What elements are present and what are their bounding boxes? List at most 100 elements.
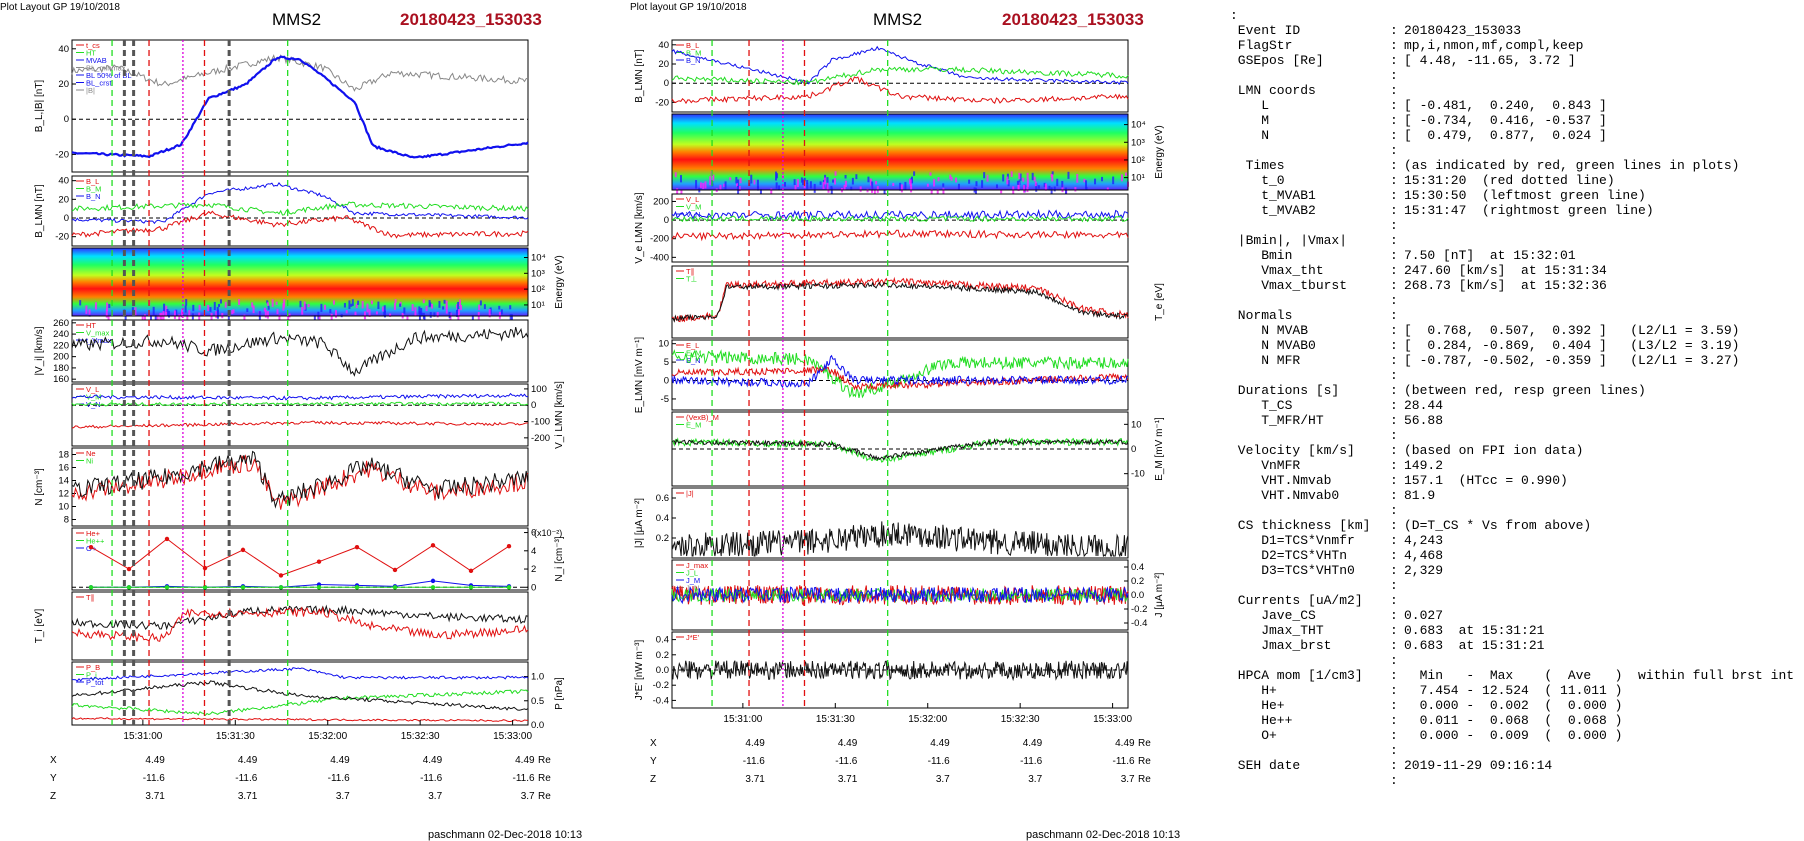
mid-ephem-value: -11.6 (1113, 756, 1135, 767)
info-row: T_CS:28.44 (1230, 398, 1804, 413)
info-value: 4,468 (1404, 548, 1444, 563)
info-value: [ -0.481, 0.240, 0.843 ] (1404, 98, 1607, 113)
info-row: Vmax_tht:247.60 [km/s] at 15:31:34 (1230, 263, 1804, 278)
info-key: D3=TCS*VHTn0 (1230, 563, 1355, 578)
left-legend-item: P_tot (86, 678, 104, 687)
mid-ephem-value: -11.6 (928, 756, 950, 767)
left-panel-8: T_i [eV] T∥ (34, 591, 529, 661)
info-key: Jave_CS (1230, 608, 1316, 623)
info-row: : (1230, 773, 1804, 788)
info-colon: : (1390, 368, 1398, 383)
info-colon: : (1390, 128, 1398, 143)
mid-ytick: 10 (1131, 419, 1142, 430)
info-colon: : (1390, 338, 1398, 353)
info-row: LMN coords: (1230, 83, 1804, 98)
info-colon: : (1390, 233, 1398, 248)
info-colon: : (1390, 188, 1398, 203)
mid-ephem-label: Z (650, 774, 656, 785)
info-key: VHT.Nmvab (1230, 473, 1332, 488)
info-key (1230, 428, 1390, 443)
mid-ylabel-7: |J| [μA m⁻²] (634, 498, 645, 548)
left-ytick: 10³ (531, 268, 545, 279)
info-row: He+: 0.000 - 0.002 ( 0.000 ) (1230, 698, 1804, 713)
left-legend-item: T∥ (86, 593, 94, 602)
left-ylabel-1: B_L,|B| [nT] (34, 80, 45, 133)
mid-series-line (671, 365, 1129, 392)
mid-panel-8: 0.40.20.0-0.2-0.4J [μA m⁻²]J_maxJ_LJ_MJ_… (671, 559, 1165, 631)
info-row: : (1230, 578, 1804, 593)
info-key: Jmax_brst (1230, 638, 1332, 653)
info-colon: : (1390, 638, 1398, 653)
mid-ephem-label: Y (650, 756, 657, 767)
info-key: t_MVAB2 (1230, 203, 1316, 218)
mid-ytick: 0 (664, 78, 669, 89)
info-key: GSEpos [Re] (1230, 53, 1324, 68)
info-lead: : (1230, 8, 1238, 23)
left-legend-item: Ne (86, 449, 96, 458)
info-key: O+ (1230, 728, 1277, 743)
left-series-line (90, 538, 510, 576)
mid-ephem-value: 4.49 (745, 738, 765, 749)
left-ytick: 0 (64, 213, 69, 224)
mid-series-line (671, 438, 1129, 461)
info-key: Velocity [km/s] (1230, 443, 1355, 458)
mid-ephem-unit: Re (1138, 756, 1151, 767)
mid-time-tick: 15:33:00 (1093, 714, 1132, 725)
info-key: Jmax_THT (1230, 623, 1324, 638)
left-series-line (71, 182, 529, 225)
info-colon: : (1390, 308, 1398, 323)
left-ytick: 260 (53, 318, 69, 329)
mid-ephem-value: -11.6 (743, 756, 765, 767)
left-ytick: 0 (531, 582, 536, 593)
event-info-block: : Event ID:20180423_153033 FlagStr: mp,i,… (1230, 8, 1804, 788)
info-colon: : (1390, 503, 1398, 518)
left-series-line (71, 401, 529, 407)
left-ephem-value: -11.6 (328, 773, 350, 784)
mid-ytick: 0 (1131, 444, 1136, 455)
info-key: N MVAB (1230, 323, 1309, 338)
info-key: He++ (1230, 713, 1293, 728)
mid-legend-item: E_M (686, 421, 701, 430)
mid-ytick: 0 (664, 376, 669, 387)
info-colon: : (1390, 98, 1398, 113)
mid-ylabel-8: J [μA m⁻²] (1154, 572, 1165, 617)
left-ephem-value: 4.49 (145, 755, 165, 766)
mid-ytick: 0.2 (656, 533, 669, 544)
info-row: CS thickness [km]: (D=T_CS * Vs from abov… (1230, 518, 1804, 533)
left-series-line (71, 210, 529, 239)
mid-ephem-value: -11.6 (1020, 756, 1042, 767)
info-value: 81.9 (1404, 488, 1436, 503)
info-key (1230, 68, 1390, 83)
info-row: Vmax_tburst:268.73 [km/s] at 15:32:36 (1230, 278, 1804, 293)
left-time-tick: 15:31:00 (123, 731, 162, 742)
mid-series-line (671, 276, 1129, 323)
mid-legend-item: J_M (686, 576, 700, 585)
left-ylabel-4: |V_i| [km/s] (34, 326, 45, 375)
mid-ytick: 40 (658, 40, 669, 51)
left-ytick: 12 (58, 489, 69, 500)
left-ephem-value: 4.49 (330, 755, 350, 766)
left-panel-3: 10⁴ 10³ 10² 10¹ Energy (eV) (71, 247, 565, 325)
info-row: |Bmin|, |Vmax|: (1230, 233, 1804, 248)
left-ytick: 160 (53, 374, 69, 385)
info-key (1230, 578, 1390, 593)
left-ylabel-5: V_i LMN [km/s] (554, 381, 565, 449)
info-row: N MFR: [ -0.787, -0.502, -0.359 ] (L2/L1 … (1230, 353, 1804, 368)
info-row: N MVAB0: [ 0.284, -0.869, 0.404 ] (L3/L2 … (1230, 338, 1804, 353)
left-series-line (71, 54, 529, 92)
left-panel-frame-6 (71, 447, 529, 527)
left-layout-label: Plot Layout GP 19/10/2018 (0, 2, 120, 13)
left-series-line (91, 580, 510, 588)
mid-ephem-value: 3.7 (936, 774, 950, 785)
left-panel-frame-5 (71, 383, 529, 447)
info-value: [ 4.48, -11.65, 3.72 ] (1404, 53, 1576, 68)
info-row: Jmax_brst:0.683 at 15:31:21 (1230, 638, 1804, 653)
info-value: 15:30:50 (leftmost green line) (1404, 188, 1646, 203)
info-colon: : (1390, 578, 1398, 593)
left-panel-2: 40 20 0 -20 B_LMN [nT] B_LB_MB_N (34, 175, 529, 247)
info-key: t_MVAB1 (1230, 188, 1316, 203)
